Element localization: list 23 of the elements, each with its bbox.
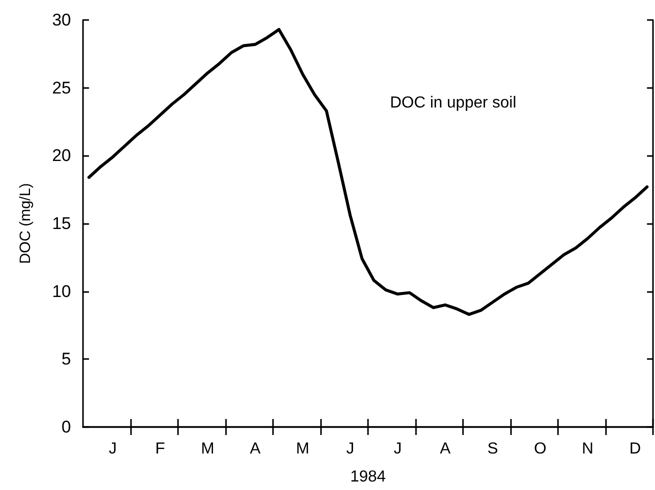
y-tick-label: 25 <box>52 78 71 98</box>
x-tick-label: D <box>629 440 641 458</box>
x-tick-label: N <box>582 440 594 458</box>
x-tick-label: M <box>201 440 214 458</box>
line-series <box>87 28 649 316</box>
x-axis-title: 1984 <box>350 468 386 486</box>
x-tick-label: S <box>487 440 498 458</box>
y-tick-label: 5 <box>62 350 71 369</box>
y-tick-label: 30 <box>52 10 71 30</box>
x-tick-label: J <box>346 440 354 458</box>
x-tick-label: M <box>296 440 310 458</box>
x-tick-label: O <box>534 440 546 458</box>
x-tick-label: A <box>440 440 451 458</box>
annotation: DOC in upper soil <box>390 94 516 112</box>
y-tick-label: 15 <box>52 214 71 233</box>
y-axis-title: DOC (mg/L) <box>17 183 34 264</box>
x-tick-label: J <box>108 440 117 458</box>
x-tick-label: F <box>155 440 166 458</box>
y-tick-label: 20 <box>52 146 71 166</box>
x-tick-label: A <box>250 440 261 458</box>
y-tick-label: 0 <box>62 418 71 436</box>
x-tick-label: J <box>394 440 402 458</box>
y-tick-label: 10 <box>52 282 71 301</box>
